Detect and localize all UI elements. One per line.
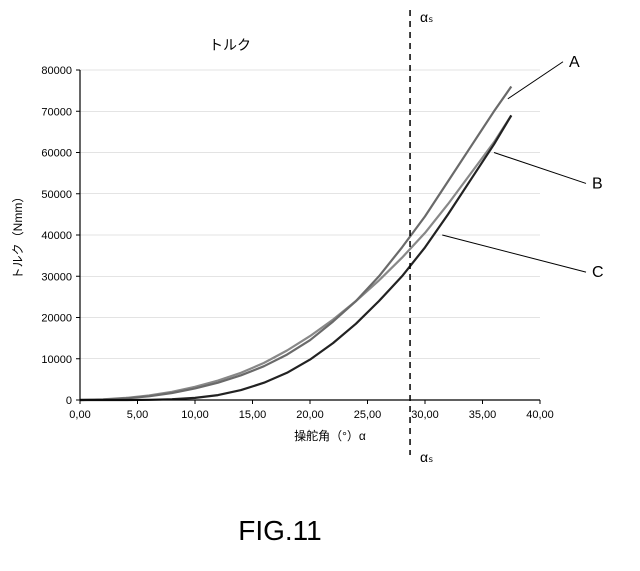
x-tick-label: 5,00: [127, 409, 148, 421]
chart-container: 0 10000 20000 30000 40000 50000 60000 70000 8000…: [0, 0, 640, 571]
y-tick-label: 60000: [41, 148, 72, 160]
y-tick-label: 40000: [41, 230, 72, 242]
alpha-s-top: αₛ: [420, 9, 433, 25]
y-tick-label: 80000: [41, 65, 72, 77]
x-tick-label: 10,00: [181, 409, 209, 421]
y-tick-label: 20000: [41, 313, 72, 325]
y-tick-label: 30000: [41, 271, 72, 283]
torque-chart: 0 10000 20000 30000 40000 50000 60000 70000 8000…: [0, 0, 640, 571]
x-tick-label: 25,00: [354, 409, 382, 421]
chart-bg: [0, 0, 640, 571]
chart-title: トルク: [209, 37, 251, 53]
alpha-s-bottom: αₛ: [420, 449, 433, 465]
y-tick-label: 10000: [41, 354, 72, 366]
y-tick-label: 50000: [41, 189, 72, 201]
x-tick-label: 40,00: [526, 409, 554, 421]
x-tick-label: 35,00: [469, 409, 497, 421]
series-label-C: C: [592, 264, 604, 281]
x-tick-label: 20,00: [296, 409, 324, 421]
series-label-A: A: [569, 54, 580, 71]
y-tick-label: 0: [66, 395, 72, 407]
series-label-B: B: [592, 175, 603, 192]
x-tick-label: 0,00: [69, 409, 90, 421]
figure-label: FIG.11: [238, 515, 322, 546]
x-tick-label: 30,00: [411, 409, 439, 421]
x-axis-label: 操舵角（°）α: [294, 428, 366, 443]
y-axis-label: トルク（Nmm）: [11, 191, 25, 280]
y-tick-label: 70000: [41, 106, 72, 118]
x-tick-label: 15,00: [239, 409, 267, 421]
